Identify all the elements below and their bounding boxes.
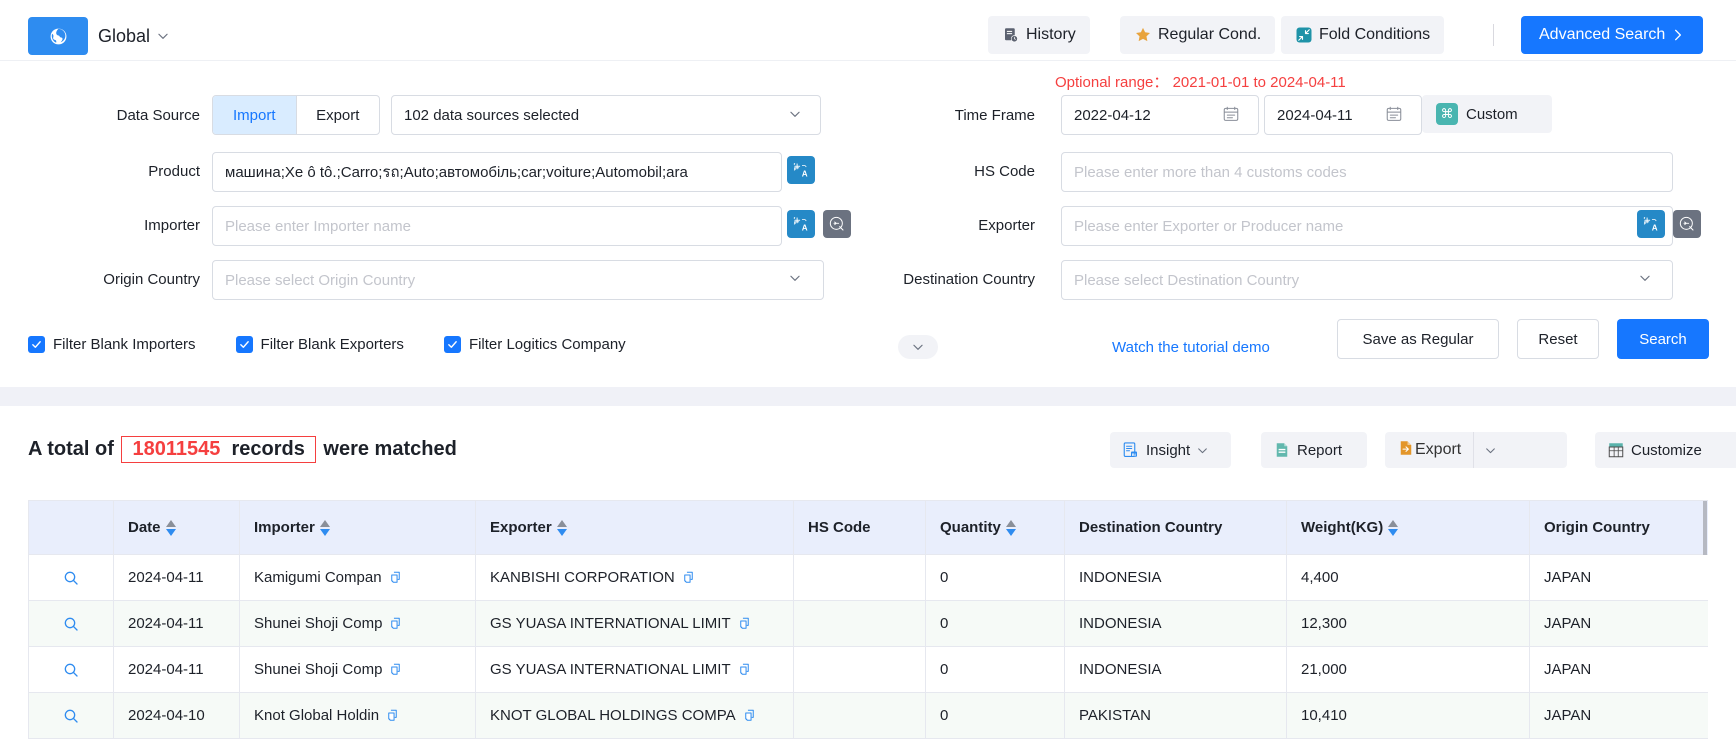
svg-text:BI: BI xyxy=(1132,452,1136,457)
svg-text:A: A xyxy=(1651,223,1657,232)
svg-text:A: A xyxy=(801,169,807,178)
svg-text:A: A xyxy=(801,223,807,232)
